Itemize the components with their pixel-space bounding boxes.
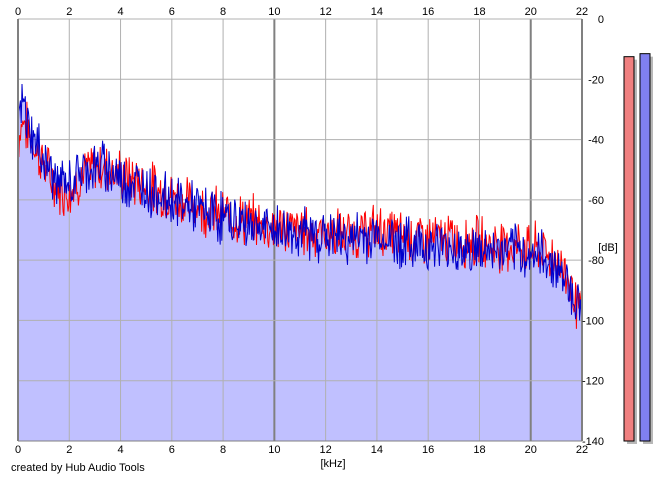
grid-layer xyxy=(17,18,583,442)
level-meter-1 xyxy=(623,56,635,442)
x-tick-label-top-18: 18 xyxy=(473,6,485,18)
y-tick-label-neg100: -100 xyxy=(582,315,604,327)
x-tick-label-bottom-12: 12 xyxy=(320,444,332,456)
credit-text: created by Hub Audio Tools xyxy=(11,462,145,474)
x-tick-label-top-8: 8 xyxy=(220,6,226,18)
x-tick-label-top-20: 20 xyxy=(525,6,537,18)
y-tick-label-neg60: -60 xyxy=(588,195,604,207)
y-axis-label: [dB] xyxy=(598,242,618,254)
y-tick-label-neg20: -20 xyxy=(588,74,604,86)
x-tick-label-top-12: 12 xyxy=(320,6,332,18)
x-tick-label-top-2: 2 xyxy=(66,6,72,18)
x-tick-label-top-14: 14 xyxy=(371,6,383,18)
level-meter-2 xyxy=(639,53,651,442)
x-tick-label-top-6: 6 xyxy=(169,6,175,18)
x-tick-label-bottom-16: 16 xyxy=(422,444,434,456)
y-tick-label-0: 0 xyxy=(598,14,604,26)
y-tick-label-neg140: -140 xyxy=(582,436,604,448)
x-tick-label-bottom-18: 18 xyxy=(473,444,485,456)
x-tick-label-bottom-0: 0 xyxy=(15,444,21,456)
x-tick-label-top-10: 10 xyxy=(268,6,280,18)
x-tick-label-bottom-20: 20 xyxy=(525,444,537,456)
x-tick-label-bottom-22: 22 xyxy=(576,444,588,456)
x-tick-label-top-22: 22 xyxy=(576,6,588,18)
x-tick-label-bottom-10: 10 xyxy=(268,444,280,456)
y-tick-label-neg80: -80 xyxy=(588,255,604,267)
x-tick-label-top-0: 0 xyxy=(15,6,21,18)
x-tick-labels-top: 0 2 4 6 8 10 12 14 16 18 20 22 xyxy=(15,6,588,18)
y-tick-label-neg40: -40 xyxy=(588,135,604,147)
x-tick-label-bottom-8: 8 xyxy=(220,444,226,456)
plot-frame xyxy=(17,19,583,442)
y-tick-label-neg120: -120 xyxy=(582,376,604,388)
x-tick-labels-bottom: 0 2 4 6 8 10 12 14 16 18 20 22 xyxy=(15,444,588,456)
level-meters xyxy=(623,53,653,445)
x-tick-label-top-4: 4 xyxy=(117,6,123,18)
spectrum-fill-area xyxy=(18,84,582,441)
spectrum-fill-layer xyxy=(18,84,582,441)
x-axis-label: [kHz] xyxy=(320,458,345,470)
x-tick-label-top-16: 16 xyxy=(422,6,434,18)
series-blue-line xyxy=(17,83,583,329)
x-tick-label-bottom-2: 2 xyxy=(66,444,72,456)
x-tick-label-bottom-14: 14 xyxy=(371,444,383,456)
y-tick-labels: 0 -20 -40 -60 -80 -100 -120 -140 xyxy=(582,14,604,448)
x-tick-label-bottom-4: 4 xyxy=(117,444,123,456)
series-layer xyxy=(17,83,583,331)
x-tick-label-bottom-6: 6 xyxy=(169,444,175,456)
